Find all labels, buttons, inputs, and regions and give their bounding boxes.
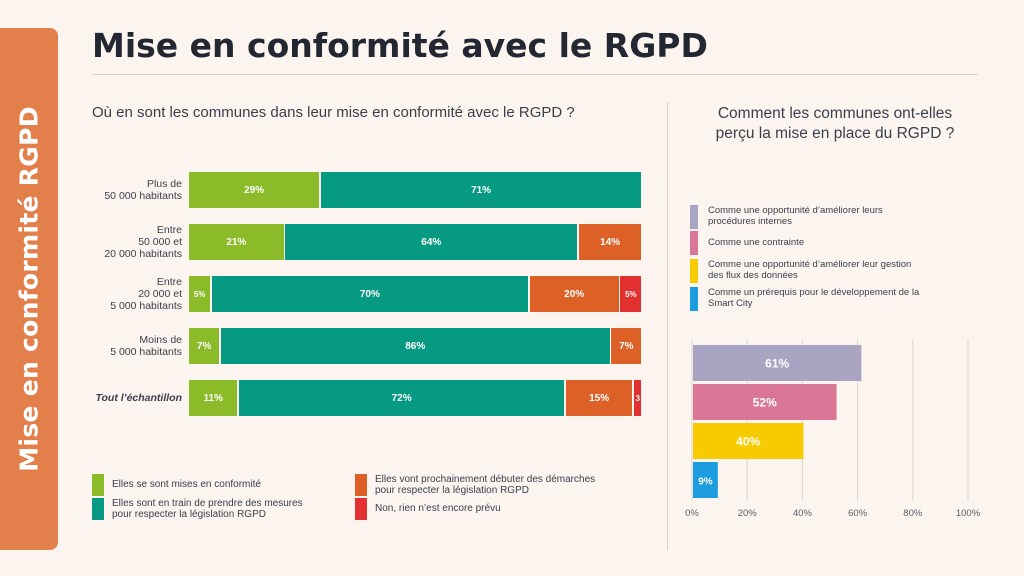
legend-label: Comme une opportunité d’améliorer leurs … (708, 205, 883, 227)
legend-swatch (355, 498, 367, 520)
bar-segment (578, 224, 642, 260)
legend-swatch (690, 231, 698, 255)
bar-data-label: 71% (471, 184, 492, 196)
bar-segment (189, 276, 211, 312)
bar-segment (320, 172, 642, 208)
left-chart-title: Où en sont les communes dans leur mise e… (92, 104, 575, 121)
bar-segment (189, 172, 320, 208)
bar-data-label: 3 (635, 393, 640, 403)
bar (693, 345, 862, 381)
row-label-plus-50000: Plus de 50 000 habitants (104, 178, 182, 202)
bar-segment (611, 328, 642, 364)
bar-segment (189, 328, 220, 364)
sidebar-tab: Mise en conformité RGPD (0, 28, 58, 550)
legend-label: Comme un prérequis pour le développement… (708, 287, 920, 309)
row-label-20000-5000: Entre 20 000 et 5 000 habitants (110, 276, 182, 312)
legend-label: Comme une contrainte (708, 237, 805, 248)
legend-swatch (690, 205, 698, 229)
bar-segment (565, 380, 633, 416)
sidebar-label: Mise en conformité RGPD (14, 106, 44, 472)
bar (693, 384, 837, 420)
right-legend-item-smart-city: Comme un prérequis pour le développement… (690, 287, 978, 311)
legend-label: Non, rien n’est encore prévu (375, 503, 501, 514)
bar-data-label: 61% (765, 357, 789, 371)
legend-label: Elles vont prochainement débuter des dém… (375, 474, 596, 496)
row-label-moins-5000: Moins de 5 000 habitants (110, 334, 182, 358)
bar-data-label: 11% (203, 392, 223, 404)
bar-segment (189, 380, 238, 416)
legend-item-prochainement: Elles vont prochainement débuter des dém… (355, 474, 595, 496)
x-tick-label: 40% (793, 508, 813, 519)
bar-data-label: 5% (625, 289, 637, 299)
bar-segment (633, 380, 642, 416)
x-tick-label: 20% (738, 508, 758, 519)
row-label-echantillon: Tout l’échantillon (95, 392, 182, 404)
bar-data-label: 9% (698, 477, 713, 488)
legend-swatch (690, 259, 698, 283)
legend-label: Elles se sont mises en conformité (112, 479, 261, 490)
bar-data-label: 20% (564, 288, 585, 300)
legend-swatch (92, 474, 104, 496)
legend-item-en-train: Elles sont en train de prendre des mesur… (92, 498, 303, 520)
bar-data-label: 52% (753, 396, 777, 410)
bar-segment (620, 276, 642, 312)
bar-data-label: 29% (244, 184, 265, 196)
x-tick-label: 60% (848, 508, 868, 519)
page-title: Mise en conformité avec le RGPD (92, 26, 708, 65)
bar-segment (189, 224, 284, 260)
bar-data-label: 5% (193, 289, 206, 299)
title-divider (92, 74, 978, 75)
bar-data-label: 40% (736, 435, 760, 449)
x-tick-label: 0% (685, 508, 699, 519)
legend-label: Elles sont en train de prendre des mesur… (112, 498, 303, 520)
perception-bar-chart: 0% 20% 40% 60% 80% 100% 61% 52% 40% 9% (685, 339, 980, 519)
bar-data-label: 7% (196, 340, 212, 352)
legend-swatch (355, 474, 367, 496)
right-legend-item-contrainte: Comme une contrainte (690, 231, 978, 255)
bar (693, 462, 718, 498)
bar-data-label: 64% (421, 236, 442, 248)
bar (693, 423, 804, 459)
bar-data-label: 72% (391, 392, 412, 404)
bar-segment (529, 276, 619, 312)
bar-data-label: 15% (589, 392, 610, 404)
bar-data-label: 14% (600, 236, 621, 248)
bar-segment (285, 224, 578, 260)
bar-data-label: 70% (359, 288, 380, 300)
row-label-50000-20000: Entre 50 000 et 20 000 habitants (104, 224, 182, 260)
bar-data-label: 86% (405, 340, 426, 352)
right-legend-item-flux: Comme une opportunité d’améliorer leur g… (690, 259, 978, 283)
legend-item-conformite: Elles se sont mises en conformité (92, 474, 261, 496)
right-chart-title: Comment les communes ont-elles perçu la … (715, 105, 955, 142)
bar-data-label: 21% (226, 236, 247, 248)
bar-segment (211, 276, 528, 312)
section-divider (667, 102, 668, 550)
legend-swatch (690, 287, 698, 311)
legend-label: Comme une opportunité d’améliorer leur g… (708, 259, 912, 281)
legend-swatch (92, 498, 104, 520)
x-tick-label: 80% (903, 508, 923, 519)
bar-segment (220, 328, 610, 364)
right-legend-item-procedures: Comme une opportunité d’améliorer leurs … (690, 205, 978, 229)
bar-data-label: 7% (619, 340, 634, 352)
legend-item-rien: Non, rien n’est encore prévu (355, 498, 501, 520)
bar-segment (238, 380, 565, 416)
x-tick-label: 100% (956, 508, 980, 519)
